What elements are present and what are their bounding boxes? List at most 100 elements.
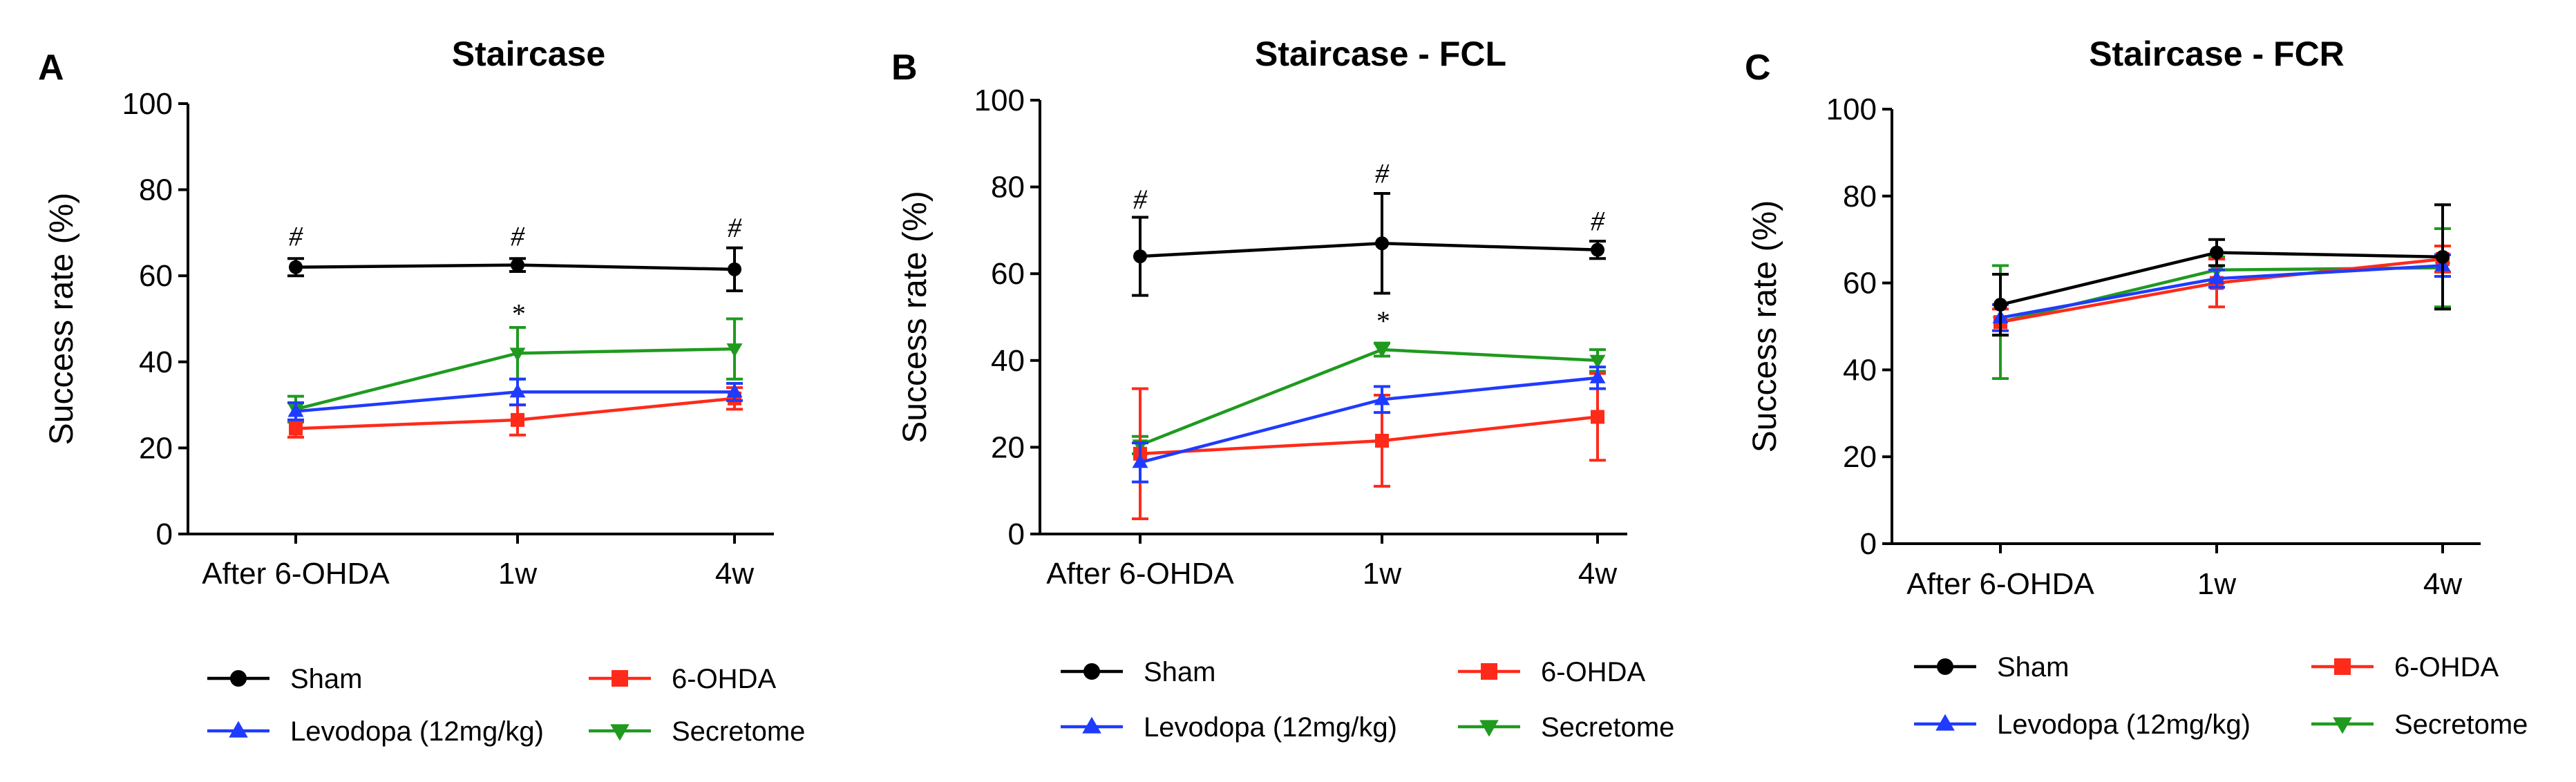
data-point (1374, 391, 1390, 406)
chart-title: Staircase - FCR (2089, 35, 2345, 73)
legend: Sham Levodopa (12mg/kg) 6-OHDA Secretome (207, 664, 805, 747)
data-point (1375, 433, 1389, 448)
panel-letter: C (1745, 48, 1771, 88)
significance-marker: * (1375, 305, 1389, 336)
data-point (1993, 298, 2007, 312)
series-line-sham (1139, 241, 1598, 258)
panel-letter: A (38, 48, 64, 88)
y-tick-label: 20 (1843, 440, 1877, 474)
data-point (289, 260, 303, 274)
panel-letter: B (891, 48, 918, 88)
y-tick-label: 80 (139, 173, 173, 207)
data-point (1132, 454, 1148, 468)
legend-item-levodopa: Levodopa (12mg/kg) (1914, 709, 2251, 740)
data-point (726, 383, 743, 398)
series-line-secretome (2000, 266, 2443, 324)
legend-label: Levodopa (12mg/kg) (1997, 709, 2251, 740)
legend-label: 6-OHDA (1541, 657, 1645, 687)
y-tick-label: 60 (139, 259, 173, 293)
legend-label: Sham (1144, 657, 1216, 687)
significance-marker: * (511, 298, 524, 330)
data-point (1589, 369, 1606, 383)
y-tick-label: 20 (991, 430, 1025, 464)
chart-title: Staircase - FCL (1255, 35, 1506, 73)
legend: Sham Levodopa (12mg/kg) 6-OHDA Secretome (1061, 657, 1674, 743)
chart-title: Staircase (452, 35, 605, 73)
legend-marker (1083, 663, 1100, 680)
data-point (2436, 249, 2450, 264)
x-tick-label: 1w (2197, 567, 2236, 601)
data-point (726, 343, 743, 358)
legend-label: Secretome (672, 716, 805, 747)
legend-item-sham: Sham (1914, 652, 2070, 683)
y-tick-label: 0 (156, 517, 173, 551)
data-point (2210, 245, 2224, 260)
significance-marker: # (511, 221, 525, 252)
panel-B: B Staircase - FCL 0 20 40 60 80 100 After 6-OHDA… (891, 35, 1674, 743)
data-point (509, 383, 526, 398)
x-tick-label: 1w (1363, 557, 1401, 591)
y-axis-label: Success rate (%) (897, 191, 934, 443)
data-point (509, 347, 526, 362)
significance-marker: # (289, 221, 303, 252)
x-tick-label: After 6-OHDA (1046, 557, 1234, 591)
data-point (1375, 236, 1389, 251)
y-tick-label: 20 (139, 431, 173, 465)
y-tick-label: 100 (974, 84, 1025, 117)
x-tick-label: 4w (715, 557, 754, 591)
panel-A: A Staircase 0 20 40 60 80 100 After 6-OHDA 1w 4w Su… (38, 35, 805, 747)
series-levodopa (1132, 365, 1606, 484)
legend-item-ohda: 6-OHDA (589, 664, 776, 694)
data-point (287, 403, 304, 417)
data-point (1374, 344, 1390, 359)
legend-item-levodopa: Levodopa (12mg/kg) (1061, 712, 1397, 743)
panel-C: C Staircase - FCR 0 20 40 60 80 100 After 6-OHDA… (1745, 35, 2528, 740)
legend-marker (2333, 717, 2352, 734)
data-point (289, 421, 303, 436)
y-tick-label: 40 (991, 344, 1025, 378)
legend-item-levodopa: Levodopa (12mg/kg) (207, 716, 544, 747)
data-point (728, 262, 741, 276)
y-tick-label: 100 (122, 87, 173, 121)
legend-marker (229, 721, 248, 738)
significance-marker: # (1375, 158, 1390, 189)
legend-label: Levodopa (12mg/kg) (290, 716, 544, 747)
series-sham (287, 246, 743, 293)
series-line-secretome (1139, 347, 1598, 447)
legend-marker (610, 724, 629, 741)
legend-label: 6-OHDA (2394, 652, 2499, 683)
legend-label: Secretome (2394, 709, 2528, 740)
y-axis-label: Success rate (%) (1747, 200, 1783, 452)
y-tick-label: 40 (1843, 353, 1877, 387)
legend-label: Sham (290, 664, 363, 694)
legend-item-ohda: 6-OHDA (2311, 652, 2499, 683)
y-tick-label: 80 (991, 171, 1025, 204)
legend-label: Levodopa (12mg/kg) (1144, 712, 1397, 743)
significance-marker: # (728, 212, 742, 243)
x-tick-label: 4w (2423, 567, 2462, 601)
series-sham (1992, 203, 2451, 337)
legend-marker (1937, 658, 1953, 675)
legend-marker (1481, 663, 1497, 680)
y-tick-label: 80 (1843, 180, 1877, 213)
y-tick-label: 0 (1008, 517, 1025, 551)
series-sham (1132, 192, 1606, 297)
legend-label: 6-OHDA (672, 664, 776, 694)
y-axis-label: Success rate (%) (44, 193, 80, 445)
legend-marker (1082, 716, 1101, 734)
data-point (1591, 410, 1604, 424)
legend-marker (230, 670, 247, 687)
legend-item-sham: Sham (1061, 657, 1216, 687)
legend-item-secretome: Secretome (1458, 712, 1674, 743)
y-tick-label: 60 (991, 257, 1025, 291)
series-levodopa (287, 377, 743, 421)
data-point (511, 258, 524, 272)
significance-marker: # (1591, 205, 1605, 236)
y-tick-label: 0 (1860, 527, 1877, 561)
y-tick-label: 60 (1843, 267, 1877, 301)
data-point (1133, 249, 1147, 264)
significance-marker: # (1133, 184, 1148, 215)
legend-item-ohda: 6-OHDA (1458, 657, 1645, 687)
x-tick-label: After 6-OHDA (202, 557, 390, 591)
